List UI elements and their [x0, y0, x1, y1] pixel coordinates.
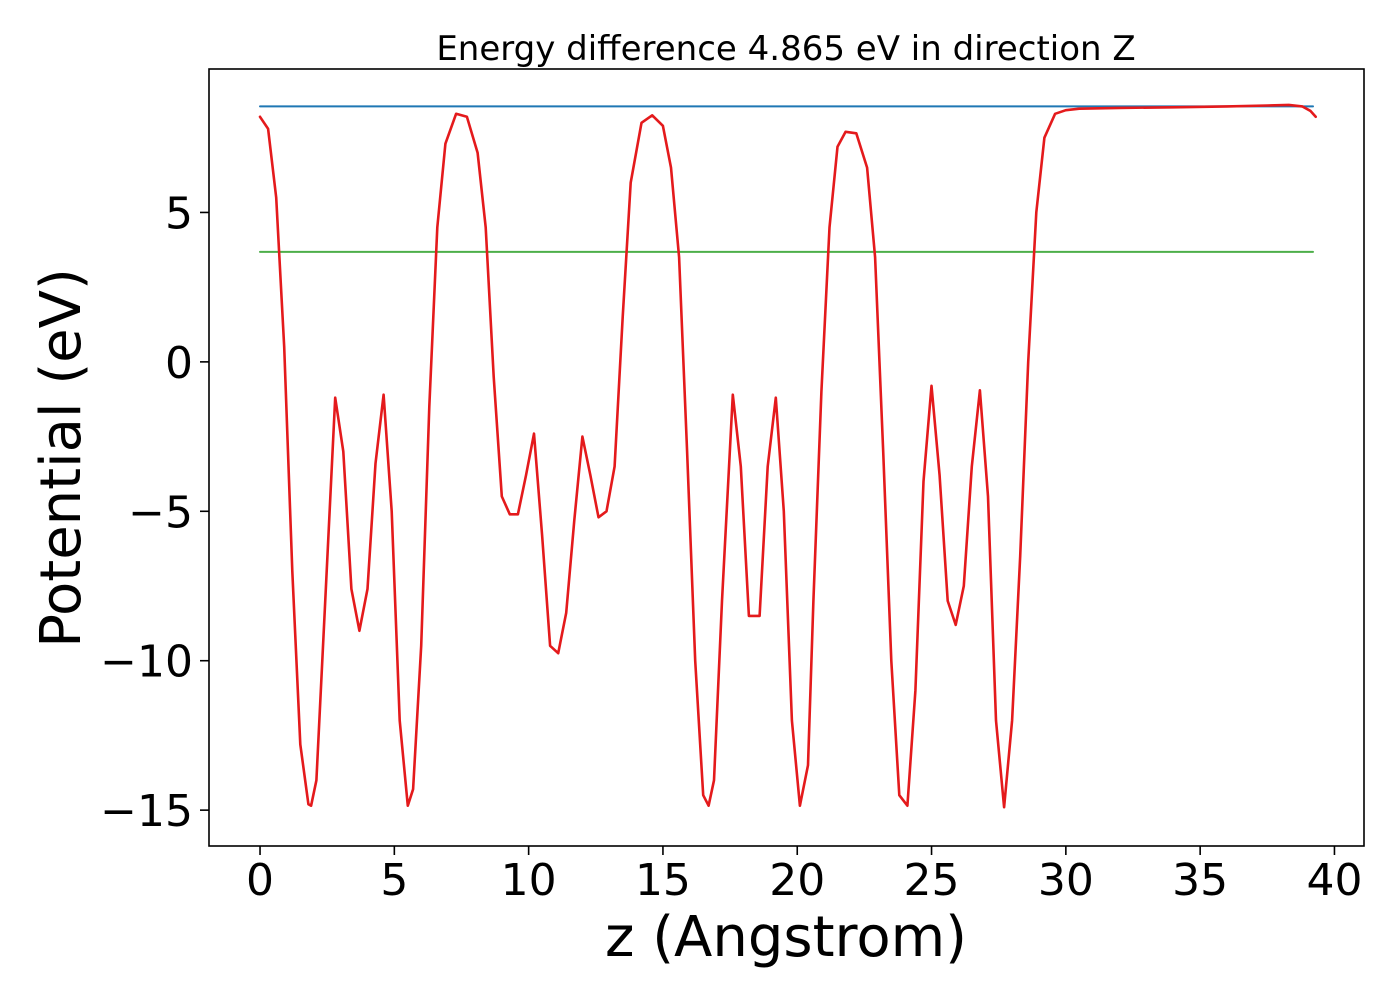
y-tick-label: −10 — [100, 637, 193, 688]
chart-title: Energy difference 4.865 eV in direction … — [436, 29, 1135, 69]
x-tick-label: 15 — [635, 855, 691, 906]
y-tick-label: −15 — [100, 786, 193, 837]
series-line-3 — [258, 103, 1317, 809]
plot-frame — [208, 68, 1365, 847]
y-tick-label: 5 — [165, 188, 193, 239]
y-tick-label: 0 — [165, 338, 193, 389]
x-axis-ticks: 0 5 10 15 20 25 30 35 40 — [246, 846, 1362, 906]
x-tick-label: 10 — [501, 855, 557, 906]
x-tick-label: 20 — [769, 855, 825, 906]
x-tick-label: 35 — [1172, 855, 1228, 906]
y-tick-label: −5 — [128, 487, 193, 538]
x-axis-label: z (Angstrom) — [605, 905, 967, 970]
x-tick-label: 25 — [904, 855, 960, 906]
series-layer — [258, 103, 1317, 809]
y-axis-label: Potential (eV) — [29, 268, 94, 648]
y-axis-ticks: −15 −10 −5 0 5 — [100, 188, 209, 837]
x-tick-label: 40 — [1306, 855, 1362, 906]
x-tick-label: 30 — [1038, 855, 1094, 906]
x-tick-label: 0 — [246, 855, 274, 906]
x-tick-label: 5 — [380, 855, 408, 906]
